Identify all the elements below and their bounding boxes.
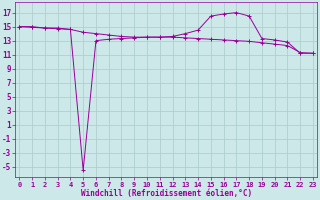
X-axis label: Windchill (Refroidissement éolien,°C): Windchill (Refroidissement éolien,°C) bbox=[81, 189, 252, 198]
